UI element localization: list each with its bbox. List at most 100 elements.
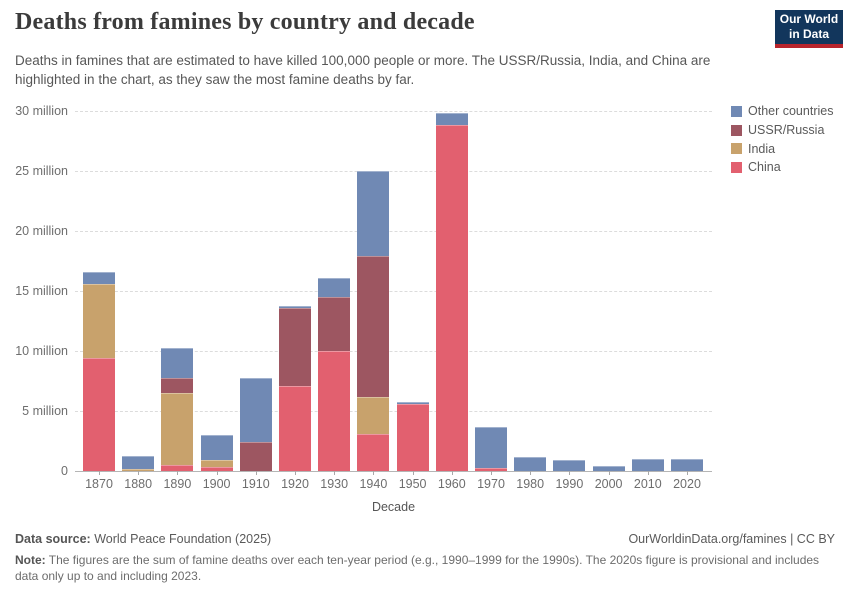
bar-1950[interactable]	[396, 402, 429, 471]
bar-1880[interactable]	[122, 456, 155, 471]
bar-1920[interactable]	[279, 306, 311, 471]
x-tick-1920	[295, 471, 296, 475]
owid-logo[interactable]: Our World in Data	[775, 10, 843, 48]
footer-note: Note: The figures are the sum of famine …	[15, 553, 821, 585]
y-tick-label-20-million: 20 million	[15, 224, 68, 238]
y-tick-label-0: 0	[61, 464, 68, 478]
bar-segment-other-countries-2020	[671, 459, 703, 471]
bar-1890[interactable]	[161, 348, 194, 471]
x-tick-1980	[530, 471, 532, 475]
x-tick-1930	[334, 471, 336, 475]
bar-segment-india-1880	[122, 469, 155, 471]
bar-segment-india-1940	[357, 396, 390, 434]
gridline-15m	[75, 291, 712, 292]
bar-segment-china-1900	[200, 467, 233, 471]
bar-segment-other-countries-1870	[83, 271, 115, 284]
bar-segment-china-1970	[475, 468, 507, 471]
x-tick-1880	[138, 471, 140, 475]
owid-logo-line2: in Data	[788, 27, 829, 41]
bar-segment-ussr-russia-1930	[318, 297, 351, 351]
bar-1940[interactable]	[357, 171, 390, 471]
x-tick-label-1920: 1920	[281, 477, 309, 491]
x-tick-label-1970: 1970	[477, 477, 505, 491]
chart-subtitle: Deaths in famines that are estimated to …	[15, 53, 711, 88]
note-value: The figures are the sum of famine deaths…	[15, 553, 820, 583]
bar-segment-other-countries-2000	[592, 466, 625, 471]
legend-item-other-countries[interactable]: Other countries	[731, 102, 833, 121]
legend-swatch-ussr-russia	[731, 124, 742, 136]
bar-segment-india-1890	[161, 393, 194, 465]
x-tick-1870	[99, 471, 100, 475]
legend-item-india[interactable]: India	[731, 139, 833, 158]
legend-label-china: China	[748, 160, 781, 175]
legend-item-ussr-russia[interactable]: USSR/Russia	[731, 121, 833, 140]
x-tick-label-1890: 1890	[163, 477, 192, 491]
plot-area	[75, 111, 712, 475]
bar-1960[interactable]	[435, 113, 468, 471]
bar-segment-china-1940	[357, 433, 390, 471]
legend-swatch-other-countries	[731, 105, 742, 117]
bar-segment-other-countries-1880	[122, 456, 155, 470]
bar-1980[interactable]	[514, 456, 547, 471]
x-tick-label-1910: 1910	[241, 477, 270, 491]
legend-item-china[interactable]: China	[731, 158, 833, 177]
gridline-25m	[75, 171, 712, 172]
bar-1900[interactable]	[200, 435, 233, 471]
bar-1970[interactable]	[475, 427, 507, 471]
bar-segment-other-countries-1890	[161, 348, 194, 378]
data-source-line: Data source: World Peace Foundation (202…	[15, 532, 271, 546]
data-source-label: Data source:	[15, 532, 91, 546]
legend-label-india: India	[748, 141, 776, 156]
bar-1990[interactable]	[553, 460, 586, 471]
y-tick-label-25-million: 25 million	[15, 164, 68, 178]
bar-segment-china-1960	[435, 125, 468, 471]
bar-segment-ussr-russia-1910	[239, 441, 272, 471]
bar-segment-other-countries-1970	[475, 427, 507, 468]
bar-1910[interactable]	[239, 378, 272, 471]
bar-segment-india-1870	[83, 283, 115, 359]
legend-label-ussr-russia: USSR/Russia	[748, 123, 825, 138]
bar-2020[interactable]	[671, 459, 703, 471]
x-axis-title: Decade	[371, 500, 416, 514]
x-tick-label-1990: 1990	[555, 477, 584, 491]
x-tick-2000	[608, 471, 610, 475]
bar-segment-other-countries-1940	[357, 171, 390, 257]
bar-2000[interactable]	[592, 466, 625, 471]
bar-segment-ussr-russia-1890	[161, 378, 194, 393]
bar-segment-china-1870	[83, 358, 115, 471]
bar-segment-india-1900	[200, 460, 233, 468]
x-tick-label-1880: 1880	[124, 477, 153, 491]
x-tick-label-1940: 1940	[359, 477, 388, 491]
data-source-value: World Peace Foundation (2025)	[94, 532, 272, 546]
bar-segment-china-1920	[279, 385, 311, 471]
bar-segment-other-countries-1990	[553, 460, 586, 471]
x-tick-1950	[412, 471, 414, 475]
bar-segment-ussr-russia-1940	[357, 256, 390, 397]
bar-segment-other-countries-1950	[396, 402, 429, 405]
y-tick-label-5-million: 5 million	[22, 404, 68, 418]
legend: Other countries USSR/Russia India China	[731, 102, 833, 177]
bar-segment-other-countries-1930	[318, 277, 351, 297]
legend-label-other-countries: Other countries	[748, 104, 834, 119]
bar-segment-other-countries-1920	[279, 306, 311, 308]
legend-swatch-india	[731, 143, 742, 155]
bar-segment-other-countries-1980	[514, 456, 547, 471]
gridline-30m	[75, 111, 712, 112]
bar-2010[interactable]	[631, 459, 664, 471]
y-tick-label-30-million: 30 million	[15, 104, 68, 118]
y-tick-label-10-million: 10 million	[15, 344, 68, 358]
bar-segment-other-countries-1900	[200, 435, 233, 461]
x-tick-1940	[373, 471, 375, 475]
x-tick-label-1930: 1930	[320, 477, 349, 491]
bar-1930[interactable]	[318, 277, 351, 471]
owid-link[interactable]: OurWorldinData.org/famines | CC BY	[628, 532, 835, 546]
bar-segment-other-countries-2010	[631, 459, 664, 471]
gridline-10m	[75, 351, 712, 352]
x-tick-1900	[216, 471, 218, 475]
bar-segment-other-countries-1910	[239, 378, 272, 442]
bar-1870[interactable]	[83, 271, 115, 471]
bar-segment-ussr-russia-1920	[279, 307, 311, 386]
x-axis-line	[75, 471, 712, 472]
x-tick-label-2020: 2020	[673, 477, 701, 491]
x-tick-label-1950: 1950	[398, 477, 427, 491]
